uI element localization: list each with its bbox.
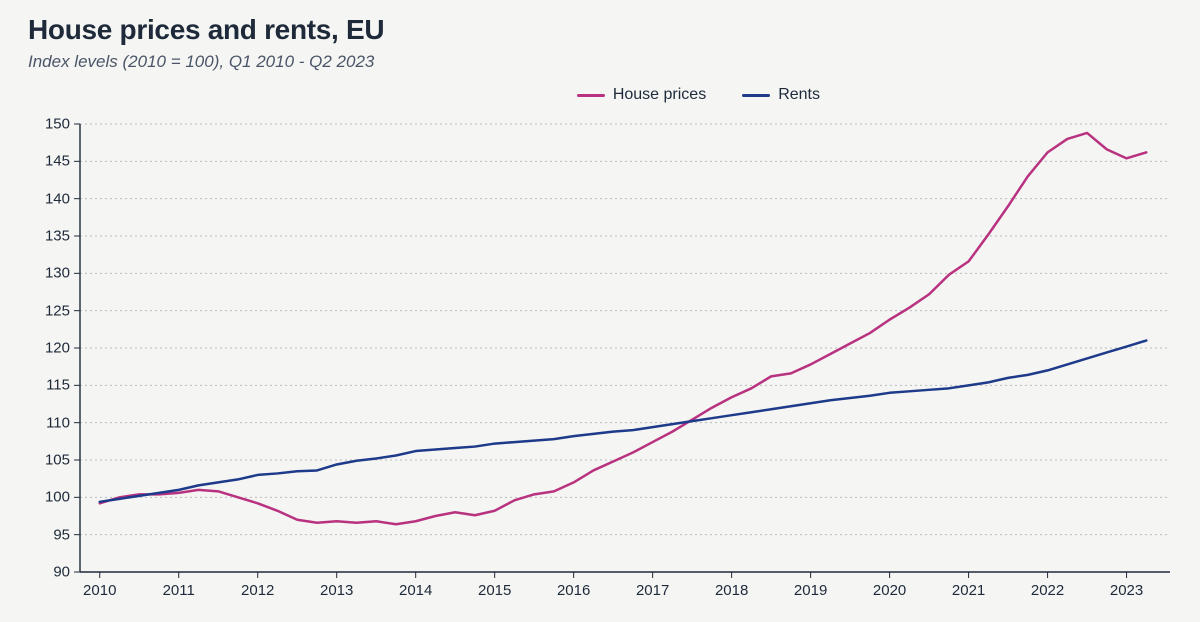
x-tick-label: 2019 [794,582,827,599]
y-tick-label: 120 [30,340,70,357]
x-tick-label: 2014 [399,582,432,599]
y-tick-label: 100 [30,489,70,506]
x-tick-label: 2015 [478,582,511,599]
legend-item-house-prices: House prices [577,86,706,104]
y-tick-label: 115 [30,377,70,394]
y-tick-label: 130 [30,265,70,282]
legend-swatch-icon [742,94,770,97]
chart-title: House prices and rents, EU [28,14,384,46]
x-tick-label: 2020 [873,582,906,599]
y-tick-label: 110 [30,414,70,431]
x-tick-label: 2018 [715,582,748,599]
x-tick-label: 2016 [557,582,590,599]
y-tick-label: 95 [30,526,70,543]
y-tick-label: 135 [30,228,70,245]
x-tick-label: 2022 [1031,582,1064,599]
x-tick-label: 2017 [636,582,669,599]
y-tick-label: 105 [30,452,70,469]
legend: House prices Rents [577,86,820,104]
chart-subtitle: Index levels (2010 = 100), Q1 2010 - Q2 … [28,52,374,72]
legend-swatch-icon [577,94,605,97]
x-tick-label: 2021 [952,582,985,599]
x-tick-label: 2010 [83,582,116,599]
x-tick-label: 2023 [1110,582,1143,599]
y-tick-label: 125 [30,302,70,319]
legend-label: Rents [778,86,820,104]
y-tick-label: 150 [30,116,70,133]
chart-svg [28,116,1178,606]
y-tick-label: 145 [30,153,70,170]
line-chart: 90 95 100 105 110 115 120 125 130 135 140 145 150 20… [28,116,1178,606]
y-tick-label: 90 [30,564,70,581]
x-tick-label: 2012 [241,582,274,599]
y-tick-label: 140 [30,190,70,207]
x-tick-label: 2013 [320,582,353,599]
legend-item-rents: Rents [742,86,820,104]
legend-label: House prices [613,86,706,104]
x-tick-label: 2011 [163,582,195,599]
